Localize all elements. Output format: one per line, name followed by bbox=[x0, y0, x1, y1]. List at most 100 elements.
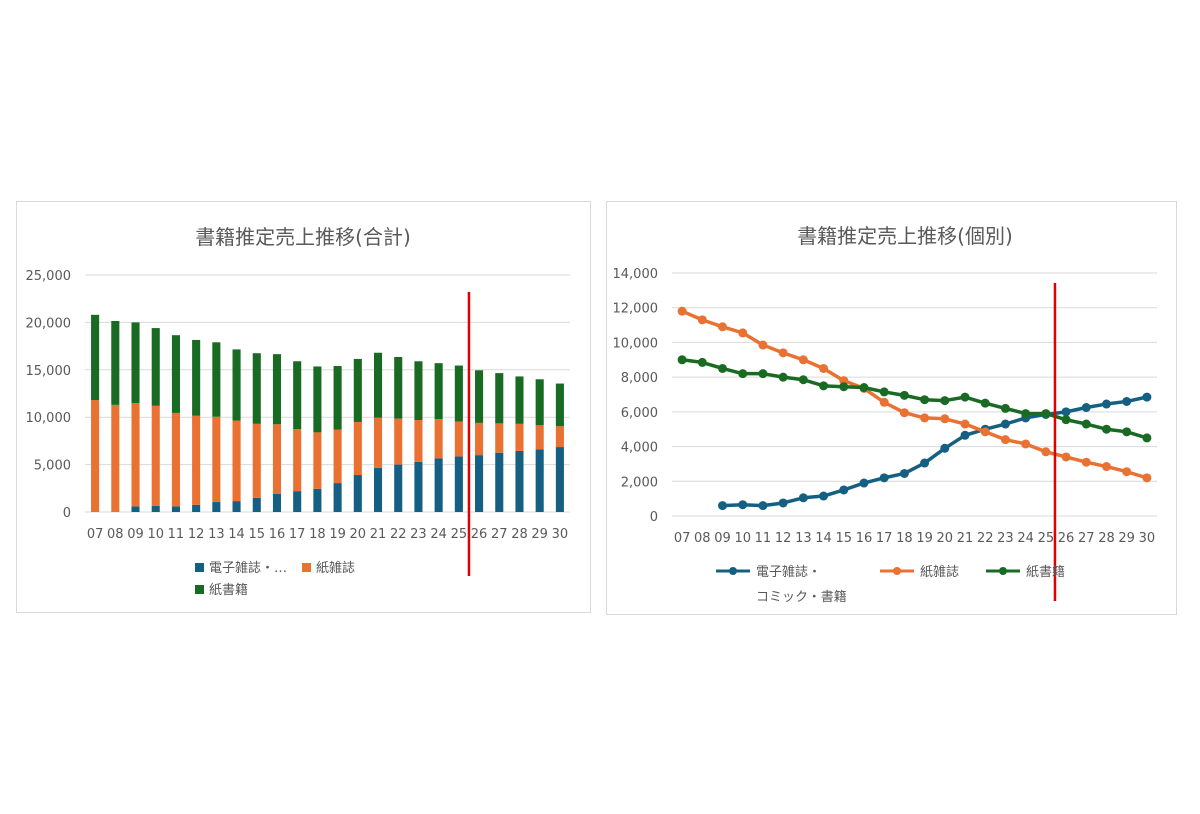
data-point bbox=[677, 306, 687, 316]
bar-segment bbox=[151, 505, 160, 512]
bar-segment bbox=[394, 357, 403, 419]
legend-label: 紙雑誌 bbox=[316, 560, 355, 576]
data-point bbox=[758, 340, 768, 350]
bar-segment bbox=[313, 366, 322, 433]
data-point bbox=[1000, 435, 1010, 445]
x-tick-label: 10 bbox=[734, 531, 751, 546]
x-tick-label: 20 bbox=[350, 527, 367, 542]
x-tick-label: 17 bbox=[876, 531, 893, 546]
bar-segment bbox=[212, 502, 221, 512]
bar-segment bbox=[414, 361, 423, 421]
x-tick-label: 24 bbox=[1017, 531, 1034, 546]
bar-segment bbox=[111, 320, 120, 405]
legend-label: 紙書籍 bbox=[209, 582, 248, 598]
data-point bbox=[758, 369, 768, 379]
data-point bbox=[879, 397, 889, 407]
bar-segment bbox=[313, 432, 322, 489]
x-tick-label: 27 bbox=[491, 527, 508, 542]
data-point bbox=[1081, 419, 1091, 429]
bar-segment bbox=[475, 422, 484, 456]
bar-segment bbox=[151, 328, 160, 406]
bar-segment bbox=[515, 376, 524, 424]
x-tick-label: 30 bbox=[552, 527, 569, 542]
bar-segment bbox=[272, 354, 282, 425]
legend-swatch bbox=[195, 563, 204, 572]
bar-segment bbox=[212, 416, 221, 503]
bar-segment bbox=[515, 423, 524, 451]
data-point bbox=[738, 369, 748, 379]
x-tick-label: 12 bbox=[188, 527, 205, 542]
x-tick-label: 14 bbox=[228, 527, 245, 542]
x-tick-label: 28 bbox=[511, 527, 528, 542]
bar-segment bbox=[353, 475, 362, 512]
data-point bbox=[1081, 403, 1091, 413]
data-point bbox=[899, 408, 909, 418]
x-tick-label: 10 bbox=[147, 527, 164, 542]
bar-segment bbox=[394, 418, 403, 465]
legend-marker bbox=[999, 567, 1007, 575]
data-point bbox=[819, 491, 829, 501]
x-tick-label: 18 bbox=[896, 531, 913, 546]
bar-segment bbox=[535, 379, 544, 426]
bar-segment bbox=[414, 461, 423, 512]
bar-segment bbox=[252, 353, 261, 424]
data-point bbox=[1101, 399, 1111, 409]
data-point bbox=[778, 348, 788, 358]
x-tick-label: 25 bbox=[1038, 531, 1055, 546]
bar-segment bbox=[252, 423, 261, 498]
x-tick-label: 18 bbox=[309, 527, 326, 542]
bar-segment bbox=[151, 405, 160, 506]
bar-segment bbox=[131, 322, 140, 403]
bar-segment bbox=[555, 383, 564, 427]
data-point bbox=[697, 315, 707, 325]
data-point bbox=[738, 500, 748, 510]
data-point bbox=[940, 414, 950, 424]
bar-segment bbox=[373, 352, 383, 418]
bar-segment bbox=[555, 447, 564, 512]
bar-chart-plot: 0 5,000 10,000 15,000 20,000 25,000 07 08 09 10 11… bbox=[26, 269, 570, 598]
data-point bbox=[879, 473, 889, 483]
line-chart-title: 書籍推定売上推移(個別) bbox=[797, 224, 1013, 248]
series-line bbox=[681, 309, 1148, 480]
bar-segment bbox=[394, 464, 403, 512]
bar-segment bbox=[232, 420, 241, 502]
y-tick-label: 20,000 bbox=[26, 316, 72, 331]
bar-segment bbox=[434, 363, 443, 420]
data-point bbox=[758, 501, 768, 511]
x-tick-label: 09 bbox=[714, 531, 731, 546]
y-tick-label: 0 bbox=[63, 506, 71, 521]
data-point bbox=[1041, 409, 1051, 419]
bar-segment bbox=[192, 504, 201, 512]
bar-segment bbox=[353, 421, 362, 476]
data-point bbox=[859, 478, 869, 488]
y-tick-label: 15,000 bbox=[26, 364, 72, 379]
data-point bbox=[798, 355, 808, 365]
bar-segment bbox=[91, 314, 100, 401]
bar-segment bbox=[313, 488, 322, 512]
legend-label: 紙雑誌 bbox=[920, 564, 959, 580]
bar-segment bbox=[111, 404, 120, 512]
x-tick-label: 08 bbox=[107, 527, 124, 542]
legend-marker bbox=[729, 567, 737, 575]
x-tick-label: 23 bbox=[410, 527, 427, 542]
data-point bbox=[920, 395, 930, 405]
y-tick-label: 10,000 bbox=[26, 411, 72, 426]
bar-segment bbox=[333, 429, 342, 484]
series-line bbox=[681, 358, 1148, 440]
bar-segment bbox=[232, 349, 241, 421]
legend-label: 電子雑誌・… bbox=[209, 560, 287, 576]
x-tick-label: 14 bbox=[815, 531, 832, 546]
data-point bbox=[960, 430, 970, 440]
x-tick-label: 26 bbox=[471, 527, 488, 542]
x-tick-label: 13 bbox=[795, 531, 812, 546]
bar-segment bbox=[495, 423, 504, 453]
x-tick-label: 19 bbox=[329, 527, 346, 542]
x-tick-label: 26 bbox=[1058, 531, 1075, 546]
data-point bbox=[1142, 473, 1152, 483]
x-tick-label: 12 bbox=[775, 531, 792, 546]
x-tick-label: 17 bbox=[289, 527, 306, 542]
bar-segment bbox=[171, 412, 180, 507]
x-tick-label: 07 bbox=[87, 527, 104, 542]
bar-segment bbox=[333, 483, 342, 512]
data-point bbox=[1101, 462, 1111, 472]
